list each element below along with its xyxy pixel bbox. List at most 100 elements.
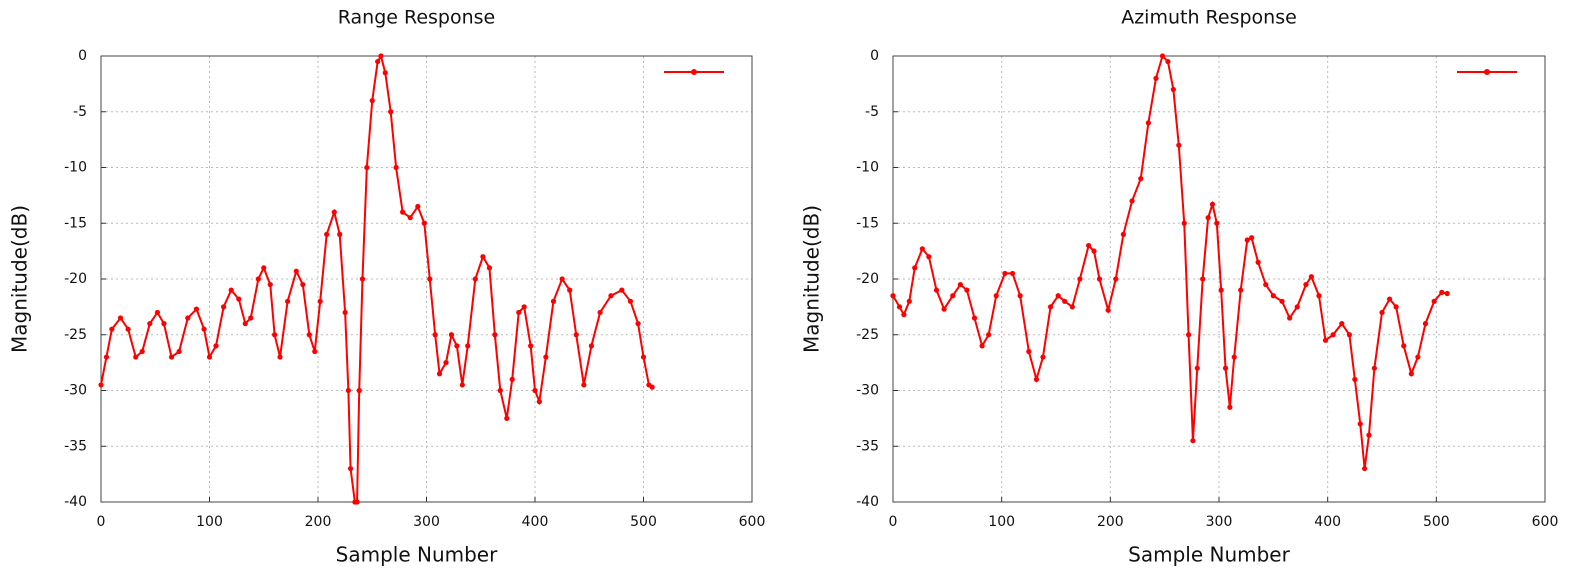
data-point xyxy=(1091,248,1097,254)
data-point xyxy=(201,326,207,332)
data-point xyxy=(1401,343,1407,349)
data-point xyxy=(1231,354,1237,360)
data-point xyxy=(133,354,139,360)
data-point xyxy=(1077,276,1083,282)
y-tick-label: 0 xyxy=(870,48,879,64)
x-tick-label: 500 xyxy=(1423,514,1450,530)
data-point xyxy=(1222,365,1229,371)
data-point xyxy=(1408,371,1414,377)
data-point xyxy=(1017,293,1023,299)
data-point xyxy=(573,332,579,338)
data-point xyxy=(347,465,354,472)
data-point xyxy=(454,343,460,349)
data-point xyxy=(509,376,515,382)
x-tick-label: 200 xyxy=(305,514,332,530)
data-point xyxy=(267,281,273,288)
data-point xyxy=(415,203,421,210)
data-point xyxy=(242,321,248,327)
data-point xyxy=(1330,332,1336,338)
data-point xyxy=(1113,276,1119,282)
data-point xyxy=(317,298,323,304)
x-tick-label: 600 xyxy=(1532,514,1559,530)
data-point xyxy=(635,321,641,327)
data-point xyxy=(1422,321,1429,327)
data-point xyxy=(906,298,912,304)
chart-title: Azimuth Response xyxy=(1121,7,1297,29)
data-point xyxy=(1086,242,1092,249)
data-point xyxy=(312,348,318,355)
data-point xyxy=(480,254,486,260)
data-point xyxy=(324,231,330,237)
data-point xyxy=(342,309,348,316)
data-point xyxy=(1346,332,1352,338)
data-point xyxy=(567,287,573,293)
data-point xyxy=(486,265,493,271)
data-point xyxy=(986,332,992,338)
data-point xyxy=(1270,293,1276,299)
data-point xyxy=(919,246,925,252)
data-point xyxy=(1129,198,1135,204)
data-point xyxy=(528,343,534,349)
y-tick-label: -10 xyxy=(64,160,87,176)
data-point xyxy=(109,326,115,332)
data-point xyxy=(901,312,907,318)
y-tick-label: -5 xyxy=(73,104,87,120)
x-tick-label: 500 xyxy=(630,514,657,530)
data-point xyxy=(354,499,360,505)
data-point xyxy=(1249,235,1255,241)
data-point xyxy=(1190,438,1196,444)
data-point xyxy=(293,268,299,274)
data-point xyxy=(459,382,465,388)
data-point xyxy=(1105,307,1111,313)
data-point xyxy=(272,332,278,338)
data-point xyxy=(1009,270,1016,277)
data-point xyxy=(1153,75,1159,81)
data-point xyxy=(331,209,337,215)
data-point xyxy=(1444,290,1450,297)
data-point xyxy=(147,321,153,327)
data-point xyxy=(465,343,471,349)
data-point xyxy=(236,296,242,302)
data-point xyxy=(154,309,161,316)
data-point xyxy=(1415,354,1421,360)
data-point xyxy=(1393,304,1399,310)
data-point xyxy=(1026,348,1032,355)
data-point xyxy=(382,70,388,76)
y-tick-label: -15 xyxy=(856,215,879,231)
data-point xyxy=(521,304,527,310)
data-point xyxy=(649,384,655,390)
data-point xyxy=(1352,376,1358,382)
data-point xyxy=(176,348,182,355)
y-tick-label: -25 xyxy=(856,327,879,343)
x-tick-label: 300 xyxy=(1206,514,1233,530)
data-point xyxy=(228,287,234,293)
x-tick-label: 200 xyxy=(1097,514,1124,530)
data-point xyxy=(492,332,498,338)
data-point xyxy=(185,315,191,321)
data-point xyxy=(359,276,366,282)
data-point xyxy=(1138,176,1144,182)
data-point xyxy=(1218,287,1224,293)
data-point xyxy=(1209,201,1216,207)
x-tick-label: 0 xyxy=(889,514,898,530)
y-axis-label: Magnitude(dB) xyxy=(800,205,824,353)
x-tick-label: 400 xyxy=(522,514,549,530)
data-point xyxy=(337,231,343,237)
data-point xyxy=(98,382,104,388)
data-point xyxy=(378,53,384,59)
data-point xyxy=(117,315,124,321)
data-point xyxy=(1200,276,1206,282)
data-point xyxy=(1096,276,1103,282)
x-tick-label: 300 xyxy=(413,514,440,530)
data-point xyxy=(472,276,478,282)
data-point xyxy=(1040,354,1046,360)
data-point xyxy=(926,254,932,260)
data-point xyxy=(619,287,625,293)
data-point xyxy=(912,265,918,271)
legend-marker xyxy=(691,69,697,75)
data-point xyxy=(1362,465,1368,472)
y-tick-label: -5 xyxy=(865,104,879,120)
data-point xyxy=(369,98,375,104)
data-point xyxy=(1439,289,1445,295)
data-point xyxy=(300,281,306,288)
